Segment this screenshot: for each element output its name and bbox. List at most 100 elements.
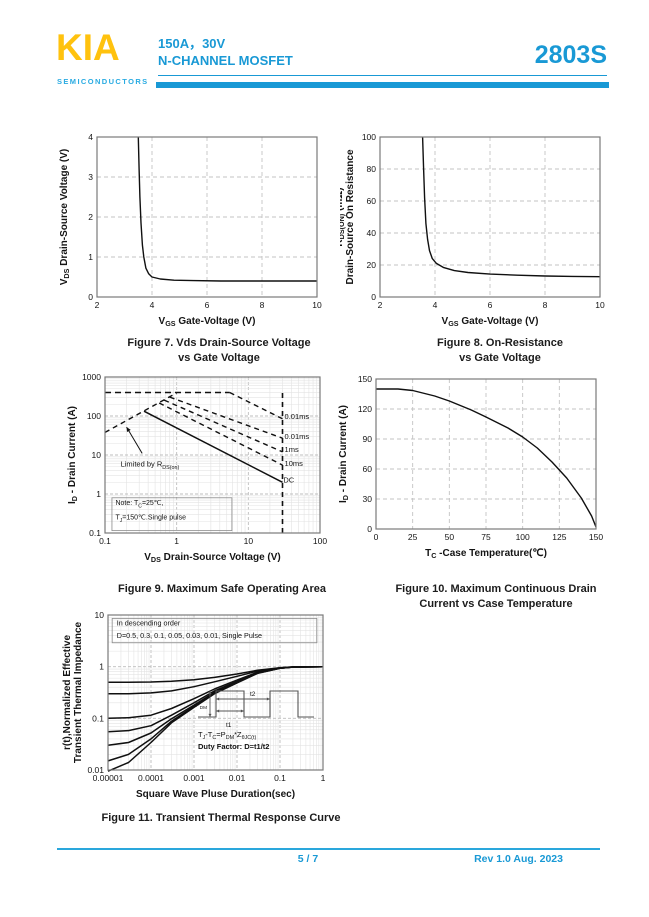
svg-text:150: 150 (358, 374, 372, 384)
svg-text:3: 3 (88, 172, 93, 182)
figure-7-chart: 2 4 6 8 10 0 1 2 3 4 VGS Gate-Voltage (V) VDS Drain… (59, 132, 322, 328)
svg-text:50: 50 (445, 532, 455, 542)
svg-text:4: 4 (88, 132, 93, 142)
svg-text:t2: t2 (250, 691, 256, 698)
svg-text:60: 60 (363, 464, 373, 474)
svg-text:0.1: 0.1 (92, 713, 104, 723)
figure-11-caption: Figure 11. Transient Thermal Response Cu… (81, 811, 361, 826)
svg-text:0.01ms: 0.01ms (285, 412, 310, 421)
svg-text:0.1: 0.1 (89, 528, 101, 538)
svg-text:10: 10 (95, 610, 105, 620)
svg-text:8: 8 (260, 300, 265, 310)
svg-text:4: 4 (433, 300, 438, 310)
figure-7-caption-line1: Figure 7. Vds Drain-Source Voltage (127, 337, 311, 349)
svg-text:6: 6 (205, 300, 210, 310)
svg-text:Drain-Source On Resistance: Drain-Source On Resistance (345, 149, 356, 284)
svg-text:60: 60 (367, 196, 377, 206)
svg-text:100: 100 (362, 132, 376, 142)
figure-7: 2 4 6 8 10 0 1 2 3 4 VGS Gate-Voltage (V) VDS Drain… (55, 130, 335, 366)
figure-8-caption: Figure 8. On-Resistance vs Gate Voltage (360, 336, 640, 366)
svg-text:20: 20 (367, 260, 377, 270)
device-type: N-CHANNEL MOSFET (158, 53, 293, 68)
svg-text:0: 0 (88, 292, 93, 302)
figure-10-chart: 0 25 50 75 100 125 150 0 30 60 90 120 150 TC -Case Te… (338, 374, 603, 560)
header-rule-thin (158, 75, 607, 77)
svg-text:2: 2 (88, 212, 93, 222)
svg-text:ID - Drain Current (A): ID - Drain Current (A) (338, 405, 350, 503)
svg-text:r(t),Normalized Effective: r(t),Normalized Effective (62, 635, 73, 750)
svg-text:10: 10 (595, 300, 605, 310)
svg-text:VGS Gate-Voltage (V): VGS Gate-Voltage (V) (442, 316, 539, 328)
figure-10-caption: Figure 10. Maximum Continuous Drain Curr… (356, 582, 636, 612)
svg-text:30: 30 (363, 494, 373, 504)
svg-text:75: 75 (481, 532, 491, 542)
figure-10: 0 25 50 75 100 125 150 0 30 60 90 120 150 TC -Case Te… (336, 368, 616, 610)
svg-text:1ms: 1ms (285, 445, 299, 454)
figure-11-caption-line1: Figure 11. Transient Thermal Response Cu… (101, 812, 341, 824)
svg-text:TJ-TC=PDM*ZθJC(t): TJ-TC=PDM*ZθJC(t) (198, 730, 256, 741)
figure-9: 0.1 1 10 100 0.1 1 10 100 1000 VDS Drain-Source V… (63, 368, 343, 608)
svg-text:Square Wave Pluse Duration(sec: Square Wave Pluse Duration(sec) (136, 789, 295, 800)
svg-text:VDS Drain-Source Voltage (V): VDS Drain-Source Voltage (V) (144, 552, 281, 564)
footer-rule (57, 848, 600, 850)
svg-text:6: 6 (488, 300, 493, 310)
svg-text:1: 1 (96, 489, 101, 499)
svg-text:DC: DC (283, 475, 294, 484)
svg-text:0: 0 (371, 292, 376, 302)
svg-text:Note: TC=25℃,: Note: TC=25℃, (115, 500, 163, 509)
header-accent-bar (156, 82, 609, 88)
svg-text:0.0001: 0.0001 (138, 773, 164, 783)
svg-text:Transient Thermal Impedance: Transient Thermal Impedance (73, 621, 84, 763)
svg-text:1: 1 (321, 773, 326, 783)
svg-text:2: 2 (95, 300, 100, 310)
svg-text:8: 8 (543, 300, 548, 310)
svg-text:D=0.5, 0.3, 0.1, 0.05, 0.0: D=0.5, 0.3, 0.1, 0.05, 0.03, 0.01, Singl… (117, 631, 262, 640)
figure-9-chart: 0.1 1 10 100 0.1 1 10 100 1000 VDS Drain-Source V… (67, 372, 327, 564)
figure-9-caption-line1: Figure 9. Maximum Safe Operating Area (117, 583, 327, 595)
svg-text:125: 125 (552, 532, 566, 542)
revision-label: Rev 1.0 Aug. 2023 (474, 853, 563, 865)
svg-text:1: 1 (88, 252, 93, 262)
svg-text:10: 10 (244, 536, 254, 546)
figure-8-caption-line2: vs Gate Voltage (459, 352, 541, 364)
figure-10-caption-line1: Figure 10. Maximum Continuous Drain (395, 583, 597, 595)
company-logo-subtext: SEMICONDUCTORS (57, 77, 149, 86)
part-rating: 150A，30V (158, 36, 226, 51)
svg-text:150: 150 (589, 532, 603, 542)
svg-text:10: 10 (92, 450, 102, 460)
svg-text:0.01: 0.01 (87, 765, 104, 775)
svg-text:100: 100 (313, 536, 327, 546)
svg-text:80: 80 (367, 164, 377, 174)
svg-text:t1: t1 (226, 722, 232, 729)
svg-text:0.001: 0.001 (183, 773, 205, 783)
svg-text:0.01ms: 0.01ms (285, 432, 310, 441)
svg-text:1: 1 (174, 536, 179, 546)
svg-text:100: 100 (87, 411, 101, 421)
svg-text:0.1: 0.1 (274, 773, 286, 783)
svg-text:VDS Drain-Source Voltage (V): VDS Drain-Source Voltage (V) (59, 149, 71, 286)
figure-7-caption: Figure 7. Vds Drain-Source Voltage vs Ga… (79, 336, 359, 366)
figure-9-caption: Figure 9. Maximum Safe Operating Area (82, 582, 362, 597)
svg-text:0.00001: 0.00001 (93, 773, 124, 783)
svg-text:1000: 1000 (82, 372, 101, 382)
svg-text:PDM: PDM (195, 702, 207, 710)
svg-text:In descending order: In descending order (117, 618, 181, 627)
svg-text:0: 0 (374, 532, 379, 542)
svg-text:10ms: 10ms (285, 459, 304, 468)
part-summary: 150A，30V N-CHANNEL MOSFET (158, 35, 293, 69)
svg-text:90: 90 (363, 434, 373, 444)
svg-text:100: 100 (516, 532, 530, 542)
svg-text:VGS Gate-Voltage (V): VGS Gate-Voltage (V) (159, 316, 256, 328)
svg-text:RDS(ON) (mΩ): RDS(ON) (mΩ) (340, 187, 346, 246)
svg-text:1: 1 (99, 662, 104, 672)
part-number: 2803S (534, 41, 607, 69)
svg-text:40: 40 (367, 228, 377, 238)
figure-8-caption-line1: Figure 8. On-Resistance (437, 337, 563, 349)
svg-text:25: 25 (408, 532, 418, 542)
svg-text:Limited by RDS(on): Limited by RDS(on) (121, 460, 180, 471)
figure-11-chart: 0.00001 0.0001 0.001 0.01 0.1 1 0.01 0.1 1 10 Squa… (62, 610, 326, 800)
svg-text:120: 120 (358, 404, 372, 414)
svg-text:4: 4 (150, 300, 155, 310)
